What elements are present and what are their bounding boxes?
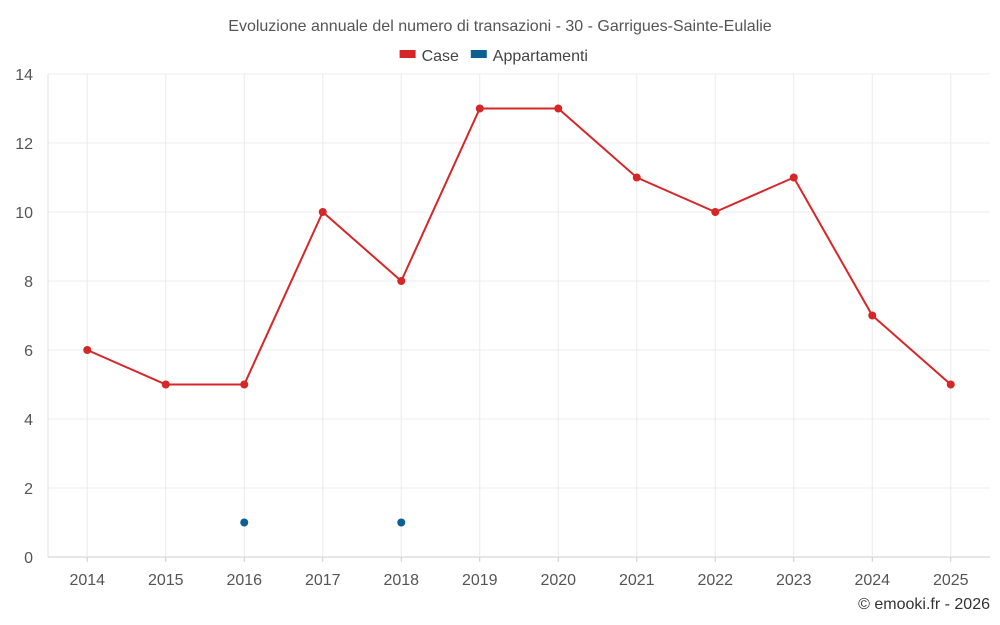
y-tick-label: 4 <box>24 412 33 429</box>
y-tick-label: 12 <box>15 136 33 153</box>
data-point-case[interactable] <box>554 104 563 113</box>
axes: 0 2 4 6 8 10 12 14 2014 2015 2016 2017 2018 2019 2020 2… <box>15 67 968 589</box>
data-point-case[interactable] <box>711 208 720 216</box>
x-tick-label: 2015 <box>148 572 184 589</box>
x-tick-label: 2020 <box>540 572 576 589</box>
x-tick-label: 2021 <box>619 572 655 589</box>
data-point-case[interactable] <box>318 208 327 216</box>
data-point-case[interactable] <box>632 173 641 182</box>
x-tick-label: 2016 <box>226 572 262 589</box>
legend: Case Appartamenti <box>399 48 588 65</box>
x-tick-label: 2019 <box>462 572 498 589</box>
data-point-appartamenti[interactable] <box>397 518 406 527</box>
grid <box>48 73 990 558</box>
x-tick-label: 2018 <box>383 572 419 589</box>
data-point-appartamenti[interactable] <box>240 518 249 527</box>
x-tick-label: 2022 <box>697 572 733 589</box>
data-point-case[interactable] <box>83 346 92 354</box>
x-tick-label: 2017 <box>305 572 341 589</box>
legend-label-case[interactable]: Case <box>422 48 459 65</box>
series-line-case <box>86 107 952 386</box>
legend-swatch-case <box>399 50 416 58</box>
y-tick-label: 8 <box>24 274 33 291</box>
data-point-case[interactable] <box>789 173 798 182</box>
x-tick-label: 2024 <box>854 572 890 589</box>
legend-swatch-appartamenti <box>470 50 487 58</box>
legend-label-appartamenti[interactable]: Appartamenti <box>493 48 588 65</box>
y-tick-label: 2 <box>24 481 33 498</box>
data-point-case[interactable] <box>240 380 249 389</box>
x-tick-label: 2023 <box>776 572 812 589</box>
data-point-case[interactable] <box>946 380 955 389</box>
data-point-case[interactable] <box>475 104 484 113</box>
x-tick-label: 2025 <box>933 572 969 589</box>
data-point-case[interactable] <box>161 380 170 389</box>
data-point-case[interactable] <box>868 311 877 320</box>
data-point-case[interactable] <box>397 277 406 285</box>
chart-title: Evoluzione annuale del numero di transaz… <box>228 18 772 35</box>
x-tick-label: 2014 <box>69 572 105 589</box>
y-tick-label: 14 <box>15 67 33 84</box>
credit-text: © emooki.fr - 2026 <box>858 596 990 613</box>
y-tick-label: 0 <box>24 550 33 567</box>
y-tick-label: 10 <box>15 205 33 222</box>
y-tick-label: 6 <box>24 343 33 360</box>
series-layer <box>83 104 955 527</box>
